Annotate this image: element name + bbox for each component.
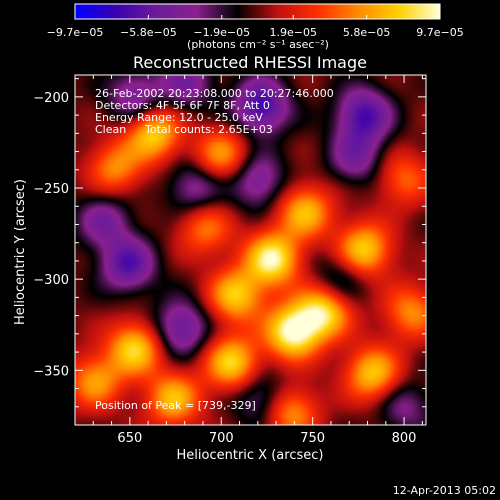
- colorbar-ticks: −9.7e−05 −5.8e−05 −1.9e−05 1.9e−05 5.8e−05 9.…: [47, 15, 464, 39]
- colorbar-tick-label: 5.8e−05: [343, 26, 390, 39]
- total-counts-text: Total counts: 2.65E+03: [144, 123, 273, 136]
- colorbar-tick-label: 1.9e−05: [270, 26, 317, 39]
- colorbar-unit-label: (photons cm⁻² s⁻¹ asec⁻²): [187, 38, 329, 51]
- y-axis-label: Heliocentric Y (arcsec): [13, 179, 28, 325]
- x-tick-label: 800: [392, 431, 417, 446]
- colorbar: [74, 3, 441, 20]
- x-tick-label: 650: [117, 431, 142, 446]
- detectors-text: Detectors: 4F 5F 6F 7F 8F, Att 0: [95, 99, 270, 112]
- peak-position-text: Position of Peak = [739,-329]: [95, 399, 256, 412]
- colorbar-tick-label: 9.7e−05: [416, 26, 463, 39]
- axis-ticks: 650 700 750 800 −200 −250 −300 −350: [33, 75, 426, 446]
- observation-info: 26-Feb-2002 20:23:08.000 to 20:27:46.000…: [95, 87, 334, 136]
- heatmap-image: [75, 75, 426, 425]
- plot-area: [75, 75, 426, 425]
- colorbar-tick-label: −1.9e−05: [193, 26, 250, 39]
- x-tick-label: 750: [300, 431, 325, 446]
- render-timestamp: 12-Apr-2013 05:02: [393, 484, 496, 497]
- time-range-text: 26-Feb-2002 20:23:08.000 to 20:27:46.000: [95, 87, 334, 100]
- y-tick-label: −350: [33, 364, 69, 379]
- plot-frame: [74, 74, 427, 426]
- colorbar-tick-label: −9.7e−05: [47, 26, 104, 39]
- y-tick-label: −300: [33, 273, 69, 288]
- colorbar-tick-label: −5.8e−05: [120, 26, 177, 39]
- energy-range-text: Energy Range: 12.0 - 25.0 keV: [95, 111, 263, 124]
- chart-title: Reconstructed RHESSI Image: [133, 53, 367, 72]
- algorithm-text: Clean: [95, 123, 126, 136]
- x-axis-label: Heliocentric X (arcsec): [177, 448, 324, 463]
- y-tick-label: −200: [33, 91, 69, 106]
- y-tick-label: −250: [33, 182, 69, 197]
- x-tick-label: 700: [209, 431, 234, 446]
